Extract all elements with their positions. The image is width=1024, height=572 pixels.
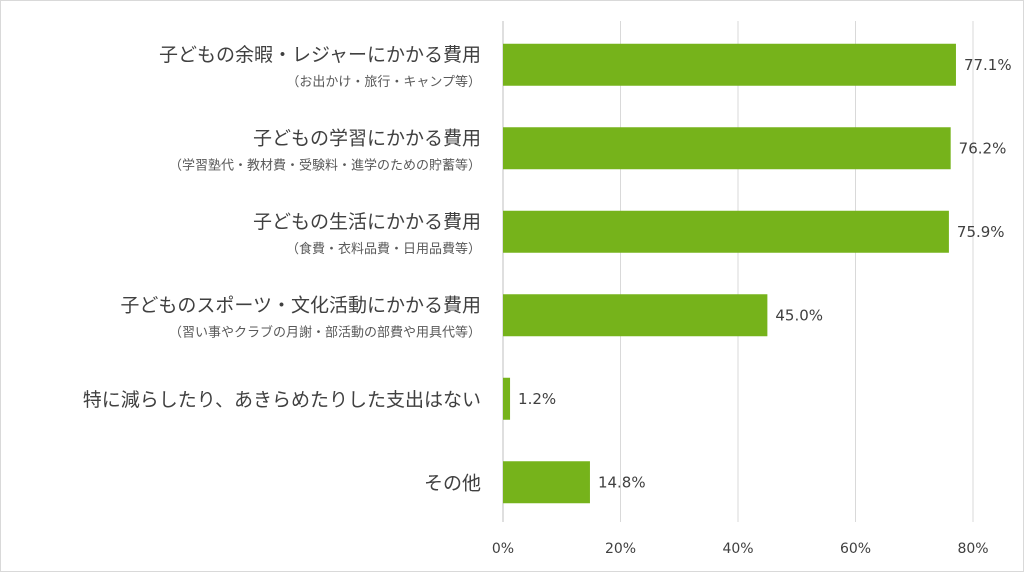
x-tick-label: 80% — [957, 541, 988, 557]
bar — [503, 377, 511, 420]
data-label: 14.8% — [598, 473, 646, 491]
data-label: 45.0% — [775, 306, 823, 324]
bars — [503, 43, 956, 504]
bar — [503, 43, 956, 86]
data-label: 1.2% — [518, 390, 556, 408]
category-sublabel: （お出かけ・旅行・キャンプ等） — [286, 74, 481, 90]
x-tick-label: 20% — [605, 541, 636, 557]
x-tick-label: 60% — [840, 541, 871, 557]
data-labels: 77.1% 76.2% 75.9% 45.0% 1.2% 14.8% — [518, 56, 1012, 492]
category-label: 特に減らしたり、あきらめたりした支出はない — [83, 389, 481, 411]
data-label: 76.2% — [959, 139, 1007, 157]
bar — [503, 127, 951, 170]
category-label: その他 — [424, 472, 481, 494]
bar — [503, 210, 949, 253]
category-labels: 子どもの余暇・レジャーにかかる費用 （お出かけ・旅行・キャンプ等） 子どもの学習にか… — [83, 44, 481, 495]
category-label: 子どもの学習にかかる費用 — [253, 127, 481, 149]
category-label: 子どもの生活にかかる費用 — [253, 211, 481, 233]
x-tick-label: 0% — [492, 541, 514, 557]
data-label: 77.1% — [964, 56, 1012, 74]
x-tick-label: 40% — [722, 541, 753, 557]
x-axis-ticks: 0% 20% 40% 60% 80% — [492, 541, 989, 557]
category-sublabel: （習い事やクラブの月謝・部活動の部費や用具代等） — [169, 324, 481, 340]
category-sublabel: （食費・衣料品費・日用品費等） — [286, 241, 481, 257]
category-label: 子どもの余暇・レジャーにかかる費用 — [159, 44, 481, 66]
data-label: 75.9% — [957, 223, 1005, 241]
bar — [503, 461, 590, 504]
bar — [503, 294, 768, 337]
category-sublabel: （学習塾代・教材費・受験料・進学のための貯蓄等） — [169, 157, 481, 173]
gridlines — [502, 21, 974, 522]
category-label: 子どものスポーツ・文化活動にかかる費用 — [120, 294, 481, 316]
